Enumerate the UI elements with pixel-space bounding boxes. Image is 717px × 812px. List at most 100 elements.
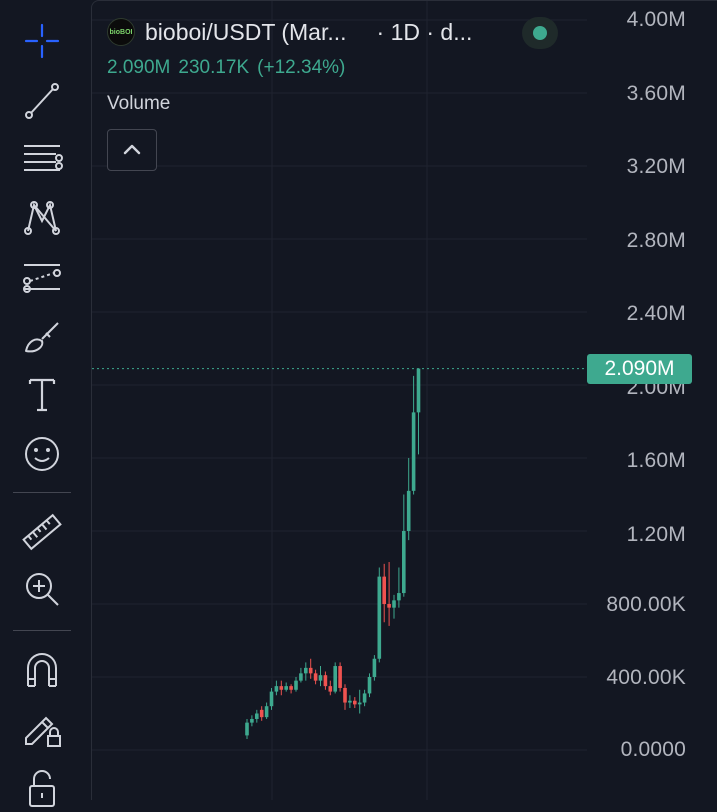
candle [402, 494, 406, 597]
crosshair-tool-button[interactable] [14, 17, 70, 65]
price-tick-label: 3.60M [626, 82, 686, 105]
candle [382, 563, 386, 623]
candle [328, 680, 333, 696]
candle [289, 684, 293, 694]
candle-body [269, 691, 274, 707]
candle-body [333, 666, 337, 692]
candle [308, 658, 313, 679]
candle [367, 673, 372, 698]
fib-retracement-tool-button[interactable] [14, 135, 70, 183]
candle-body [382, 576, 386, 604]
candle [255, 709, 259, 723]
candle-body [313, 673, 318, 681]
candle [274, 680, 279, 696]
pattern-icon [24, 201, 60, 235]
candle-body [397, 593, 401, 601]
volume-indicator-label[interactable]: Volume [107, 93, 171, 114]
candle-body [284, 686, 288, 690]
prediction-icon [23, 264, 61, 293]
candle [406, 458, 411, 541]
candle [323, 671, 328, 690]
candle [411, 375, 416, 495]
candle [294, 677, 298, 692]
price-tick-label: 3.20M [626, 155, 686, 178]
candle-body [274, 686, 279, 692]
magnet-icon [27, 653, 57, 687]
candle [387, 562, 391, 626]
candle-body [402, 531, 406, 594]
prediction-tool-button[interactable] [14, 253, 70, 301]
candle-body [353, 700, 357, 705]
change-value: 230.17K [178, 57, 250, 78]
candle-body [392, 600, 396, 608]
candle [333, 662, 337, 694]
price-tick-label: 800.00K [606, 593, 686, 616]
market-status-dot [533, 26, 547, 40]
price-tick-label: 1.20M [626, 523, 686, 546]
candle-body [377, 576, 382, 659]
candle-body [255, 713, 259, 719]
price-tick-label: 2.80M [626, 229, 686, 252]
candle-body [372, 658, 377, 677]
collapse-legend-button[interactable] [107, 129, 157, 171]
candle-body [387, 604, 391, 608]
lock-drawing-tool-button[interactable] [14, 704, 70, 752]
last-price-badge: 2.090M [587, 353, 692, 384]
candle [416, 368, 421, 455]
candle-body [323, 675, 328, 687]
candle [304, 662, 308, 681]
candle [245, 718, 249, 740]
toolbar-divider [13, 492, 71, 493]
brush-tool-button[interactable] [14, 313, 70, 361]
candle [348, 695, 352, 709]
unlock-icon [29, 770, 55, 807]
candle-body [367, 677, 372, 694]
market-status-button[interactable] [522, 17, 558, 49]
candle [313, 669, 318, 685]
candle-body [362, 693, 367, 703]
toolbar-divider [13, 630, 71, 631]
magnet-tool-button[interactable] [14, 646, 70, 694]
price-tick-label: 400.00K [606, 666, 686, 689]
candle-body [304, 667, 308, 674]
crosshair-icon [24, 23, 60, 59]
price-tick-label: 1.60M [626, 449, 686, 472]
candle [250, 715, 254, 727]
zoom-in-tool-button[interactable] [14, 565, 70, 613]
candle-body [289, 686, 293, 690]
symbol-legend[interactable]: bioBOI bioboi/USDT (Mar... · 1D · d... [107, 15, 472, 49]
symbol-logo: bioBOI [107, 18, 135, 46]
pattern-tool-button[interactable] [14, 193, 70, 241]
candle-body [279, 686, 284, 690]
candle [357, 689, 362, 714]
candle [264, 702, 269, 719]
emoji-tool-button[interactable] [14, 430, 70, 478]
candle [279, 680, 284, 696]
candle-body [245, 722, 249, 736]
last-price-value: 2.090M [107, 57, 171, 78]
candle-body [308, 667, 313, 674]
brush-icon [25, 322, 59, 353]
change-percent: (+12.34%) [257, 57, 346, 78]
chevron-up-icon [123, 144, 141, 155]
candle [372, 655, 377, 681]
trend-line-tool-button[interactable] [14, 77, 70, 125]
candle [269, 687, 274, 710]
candle [318, 666, 323, 687]
lock-drawing-icon [25, 716, 61, 747]
price-tick-label: 0.0000 [620, 738, 686, 761]
unlock-tool-button[interactable] [14, 764, 70, 812]
candle-body [338, 666, 342, 688]
ruler-tool-button[interactable] [14, 508, 70, 556]
candle [397, 567, 401, 608]
candlestick-plot[interactable] [92, 1, 587, 800]
price-scale[interactable]: 4.00M 3.60M 3.20M 2.80M 2.40M 2.00M 1.60… [587, 1, 717, 800]
candle [377, 567, 382, 663]
candle-body [250, 718, 254, 723]
text-tool-button[interactable] [14, 370, 70, 418]
symbol-title[interactable]: bioboi/USDT (Mar... [145, 18, 347, 45]
interval-label[interactable]: · 1D · d... [376, 18, 473, 45]
price-tick-label: 2.40M [626, 302, 686, 325]
chart-panel[interactable]: 4.00M 3.60M 3.20M 2.80M 2.40M 2.00M 1.60… [91, 0, 717, 800]
candle-body [294, 680, 298, 690]
